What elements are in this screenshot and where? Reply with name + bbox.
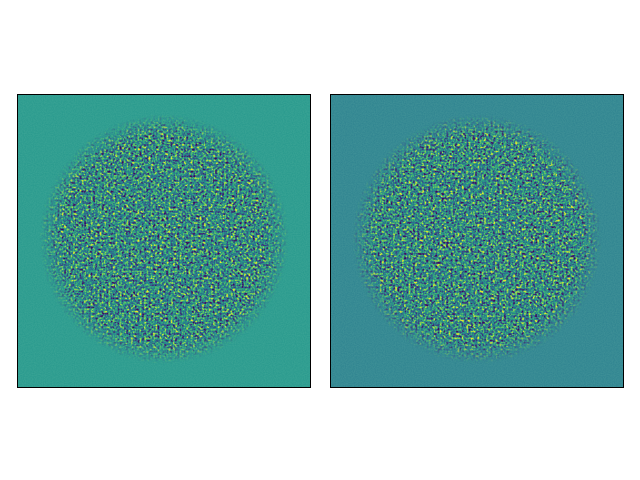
image-panel [17, 94, 311, 388]
axes-frame [330, 94, 624, 388]
noisy-disk [17, 94, 311, 388]
image-panel [330, 94, 624, 388]
axes-frame [17, 94, 311, 388]
noisy-disk [330, 94, 624, 388]
